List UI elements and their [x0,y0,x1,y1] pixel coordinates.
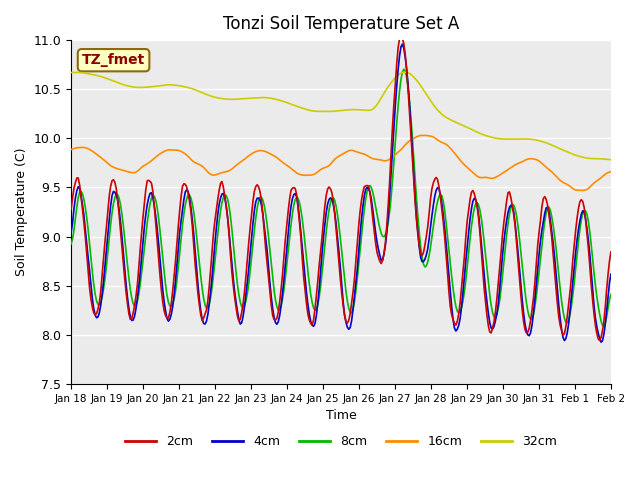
X-axis label: Time: Time [326,409,356,422]
Y-axis label: Soil Temperature (C): Soil Temperature (C) [15,148,28,276]
Text: TZ_fmet: TZ_fmet [82,53,145,67]
Title: Tonzi Soil Temperature Set A: Tonzi Soil Temperature Set A [223,15,459,33]
Legend: 2cm, 4cm, 8cm, 16cm, 32cm: 2cm, 4cm, 8cm, 16cm, 32cm [120,431,562,454]
